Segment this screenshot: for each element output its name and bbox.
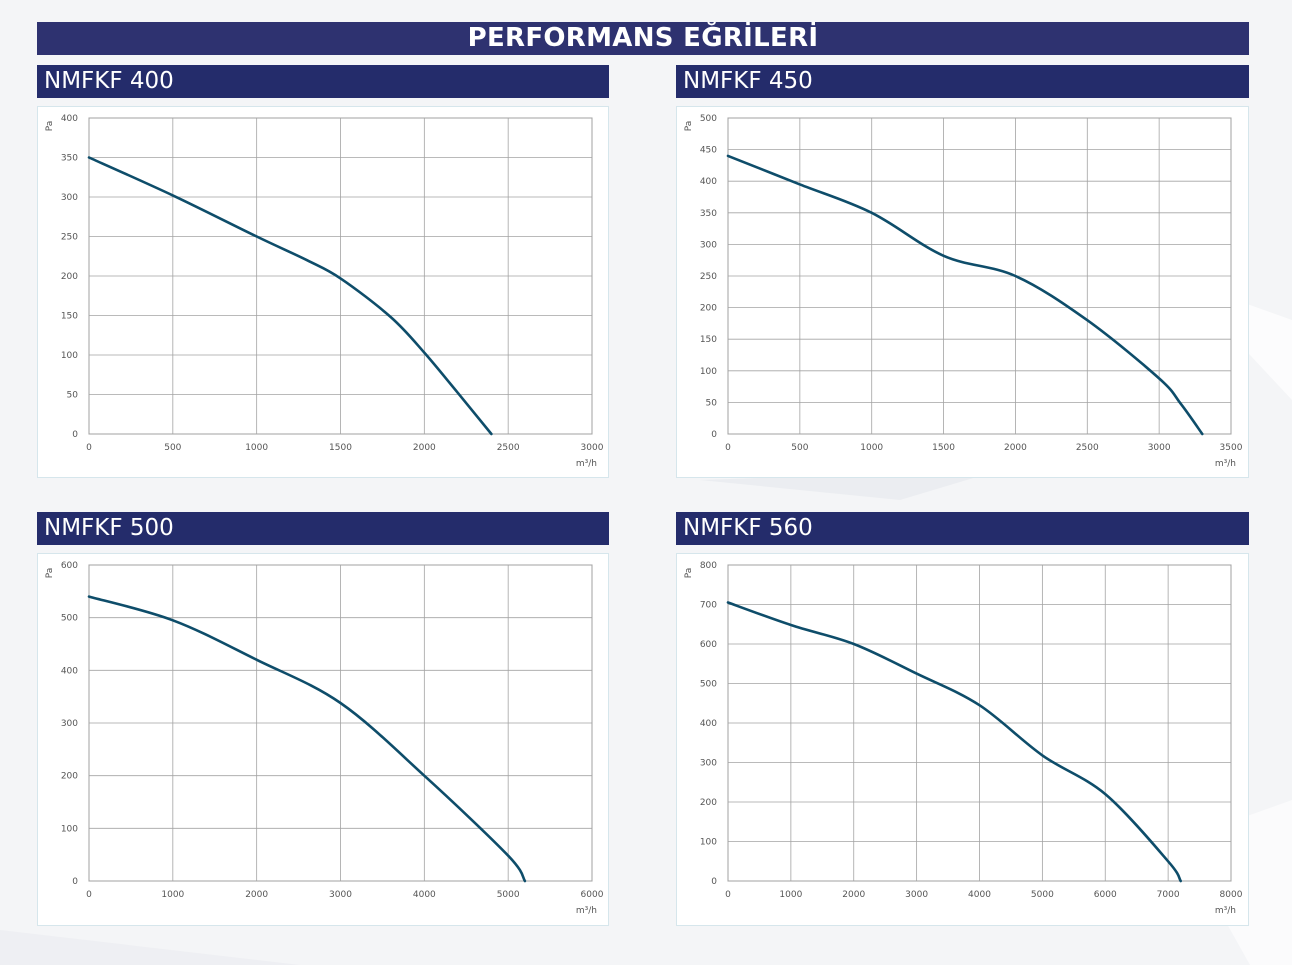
y-tick-label: 500 <box>700 114 717 124</box>
y-axis-label: Pa <box>684 568 694 579</box>
chart-panel-nmfkf-500: 0 1000 2000 3000 4000 5000 6000 0 100 200 300 400 50… <box>37 553 609 926</box>
page-title: PERFORMANS EĞRİLERİ <box>37 22 1249 55</box>
x-tick-label: 500 <box>164 443 181 453</box>
y-tick-label: 0 <box>72 430 78 440</box>
performance-curve <box>87 156 493 436</box>
y-tick-label: 200 <box>700 304 717 314</box>
x-tick-label: 1500 <box>329 443 352 453</box>
y-tick-label: 800 <box>700 561 717 571</box>
x-tick-label: 2500 <box>497 443 520 453</box>
y-tick-label: 600 <box>700 640 717 650</box>
performance-curve <box>726 601 1182 883</box>
x-tick-label: 3500 <box>1220 443 1243 453</box>
y-axis-label: Pa <box>684 121 694 132</box>
chart-panel-nmfkf-560: 0 1000 2000 3000 4000 5000 6000 7000 8000 0 100 200… <box>676 553 1249 926</box>
x-tick-label: 1000 <box>245 443 268 453</box>
x-tick-label: 1000 <box>161 890 184 900</box>
y-tick-label: 0 <box>72 877 78 887</box>
y-tick-label: 100 <box>61 351 78 361</box>
y-tick-label: 300 <box>700 759 717 769</box>
y-tick-label: 250 <box>61 233 78 243</box>
chart-nmfkf-450: 0 500 1000 1500 2000 2500 3000 3500 0 50 100 150 200… <box>684 114 1243 469</box>
x-tick-label: 2500 <box>1076 443 1099 453</box>
y-tick-label: 50 <box>67 391 79 401</box>
y-tick-label: 700 <box>700 601 717 611</box>
y-tick-label: 150 <box>61 312 78 322</box>
performance-curve <box>87 595 527 883</box>
y-tick-label: 500 <box>61 614 78 624</box>
performance-curve <box>726 154 1204 436</box>
chart-nmfkf-560: 0 1000 2000 3000 4000 5000 6000 7000 8000 0 100 200… <box>684 561 1243 916</box>
y-tick-label: 600 <box>61 561 78 571</box>
y-tick-label: 400 <box>61 114 78 124</box>
y-tick-label: 400 <box>61 666 78 676</box>
x-tick-label: 3000 <box>1148 443 1171 453</box>
x-tick-label: 2000 <box>413 443 436 453</box>
x-axis-label: m³/h <box>1215 459 1236 469</box>
y-tick-label: 200 <box>61 272 78 282</box>
x-tick-label: 0 <box>725 443 731 453</box>
x-tick-label: 6000 <box>581 890 604 900</box>
chart-panel-nmfkf-400: 0 500 1000 1500 2000 2500 3000 0 50 100 150 200 250 3… <box>37 106 609 478</box>
y-tick-label: 150 <box>700 335 717 345</box>
x-tick-label: 500 <box>791 443 808 453</box>
y-tick-label: 400 <box>700 177 717 187</box>
chart-title-nmfkf-560: NMFKF 560 <box>676 512 1249 545</box>
y-tick-label: 200 <box>61 772 78 782</box>
y-tick-label: 200 <box>700 798 717 808</box>
x-axis-label: m³/h <box>1215 906 1236 916</box>
y-tick-label: 300 <box>61 719 78 729</box>
x-tick-label: 5000 <box>1031 890 1054 900</box>
y-tick-label: 300 <box>700 240 717 250</box>
x-tick-label: 2000 <box>245 890 268 900</box>
y-tick-label: 100 <box>61 824 78 834</box>
chart-title-nmfkf-500: NMFKF 500 <box>37 512 609 545</box>
y-tick-label: 100 <box>700 367 717 377</box>
y-tick-label: 250 <box>700 272 717 282</box>
chart-title-nmfkf-400: NMFKF 400 <box>37 65 609 98</box>
y-tick-label: 50 <box>706 398 718 408</box>
chart-nmfkf-500: 0 1000 2000 3000 4000 5000 6000 0 100 200 300 400 50… <box>45 561 604 916</box>
y-axis-label: Pa <box>45 121 55 132</box>
chart-nmfkf-400: 0 500 1000 1500 2000 2500 3000 0 50 100 150 200 250 3… <box>45 114 604 469</box>
x-tick-label: 3000 <box>329 890 352 900</box>
x-tick-label: 1000 <box>860 443 883 453</box>
x-tick-label: 8000 <box>1220 890 1243 900</box>
chart-panel-nmfkf-450: 0 500 1000 1500 2000 2500 3000 3500 0 50 100 150 200… <box>676 106 1249 478</box>
x-tick-label: 5000 <box>497 890 520 900</box>
x-axis-label: m³/h <box>576 906 597 916</box>
x-tick-label: 3000 <box>905 890 928 900</box>
y-tick-label: 500 <box>700 680 717 690</box>
x-tick-label: 1500 <box>932 443 955 453</box>
y-tick-label: 350 <box>61 154 78 164</box>
y-tick-label: 450 <box>700 146 717 156</box>
x-tick-label: 3000 <box>581 443 604 453</box>
x-tick-label: 0 <box>86 890 92 900</box>
x-tick-label: 2000 <box>1004 443 1027 453</box>
x-tick-label: 7000 <box>1157 890 1180 900</box>
y-tick-label: 350 <box>700 209 717 219</box>
y-tick-label: 0 <box>711 430 717 440</box>
x-tick-label: 2000 <box>842 890 865 900</box>
x-tick-label: 4000 <box>413 890 436 900</box>
x-tick-label: 0 <box>725 890 731 900</box>
x-tick-label: 0 <box>86 443 92 453</box>
y-tick-label: 100 <box>700 838 717 848</box>
y-axis-label: Pa <box>45 568 55 579</box>
x-tick-label: 1000 <box>779 890 802 900</box>
x-tick-label: 4000 <box>968 890 991 900</box>
y-tick-label: 400 <box>700 719 717 729</box>
chart-title-nmfkf-450: NMFKF 450 <box>676 65 1249 98</box>
y-tick-label: 300 <box>61 193 78 203</box>
x-tick-label: 6000 <box>1094 890 1117 900</box>
x-axis-label: m³/h <box>576 459 597 469</box>
y-tick-label: 0 <box>711 877 717 887</box>
